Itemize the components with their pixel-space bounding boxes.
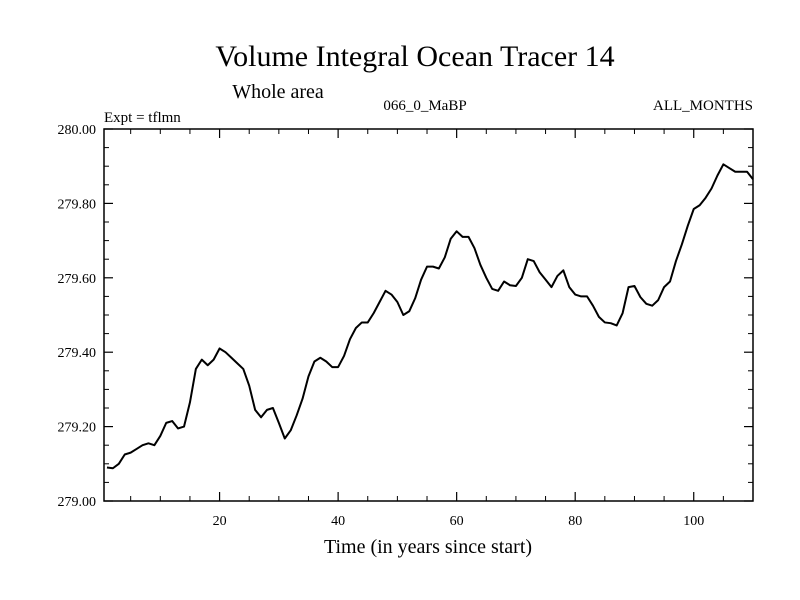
y-tick-label: 279.00	[58, 495, 97, 510]
x-tick-label: 100	[683, 514, 704, 529]
y-tick-label: 279.20	[58, 421, 97, 436]
x-tick-label: 80	[568, 514, 582, 529]
months-label: ALL_MONTHS	[653, 98, 753, 114]
y-tick-label: 280.00	[58, 123, 97, 138]
x-tick-label: 60	[450, 514, 464, 529]
y-axis: 279.00 279.20 279.40 279.60 279.80 280.00	[58, 123, 753, 510]
x-axis-label: Time (in years since start)	[324, 536, 532, 558]
plot-area-frame	[103, 128, 754, 502]
y-tick-label: 279.60	[58, 272, 97, 287]
period-label: 066_0_MaBP	[383, 98, 466, 114]
y-tick-label: 279.80	[58, 197, 97, 212]
chart-title: Volume Integral Ocean Tracer 14	[215, 40, 614, 73]
x-tick-label: 20	[213, 514, 227, 529]
x-tick-label: 40	[331, 514, 345, 529]
chart-subtitle: Whole area	[232, 81, 324, 103]
y-tick-label: 279.40	[58, 346, 97, 361]
x-axis: 20 40 60 80 100	[130, 129, 754, 529]
series-line-tracer-14	[106, 163, 754, 470]
experiment-label: Expt = tflmn	[104, 110, 181, 126]
